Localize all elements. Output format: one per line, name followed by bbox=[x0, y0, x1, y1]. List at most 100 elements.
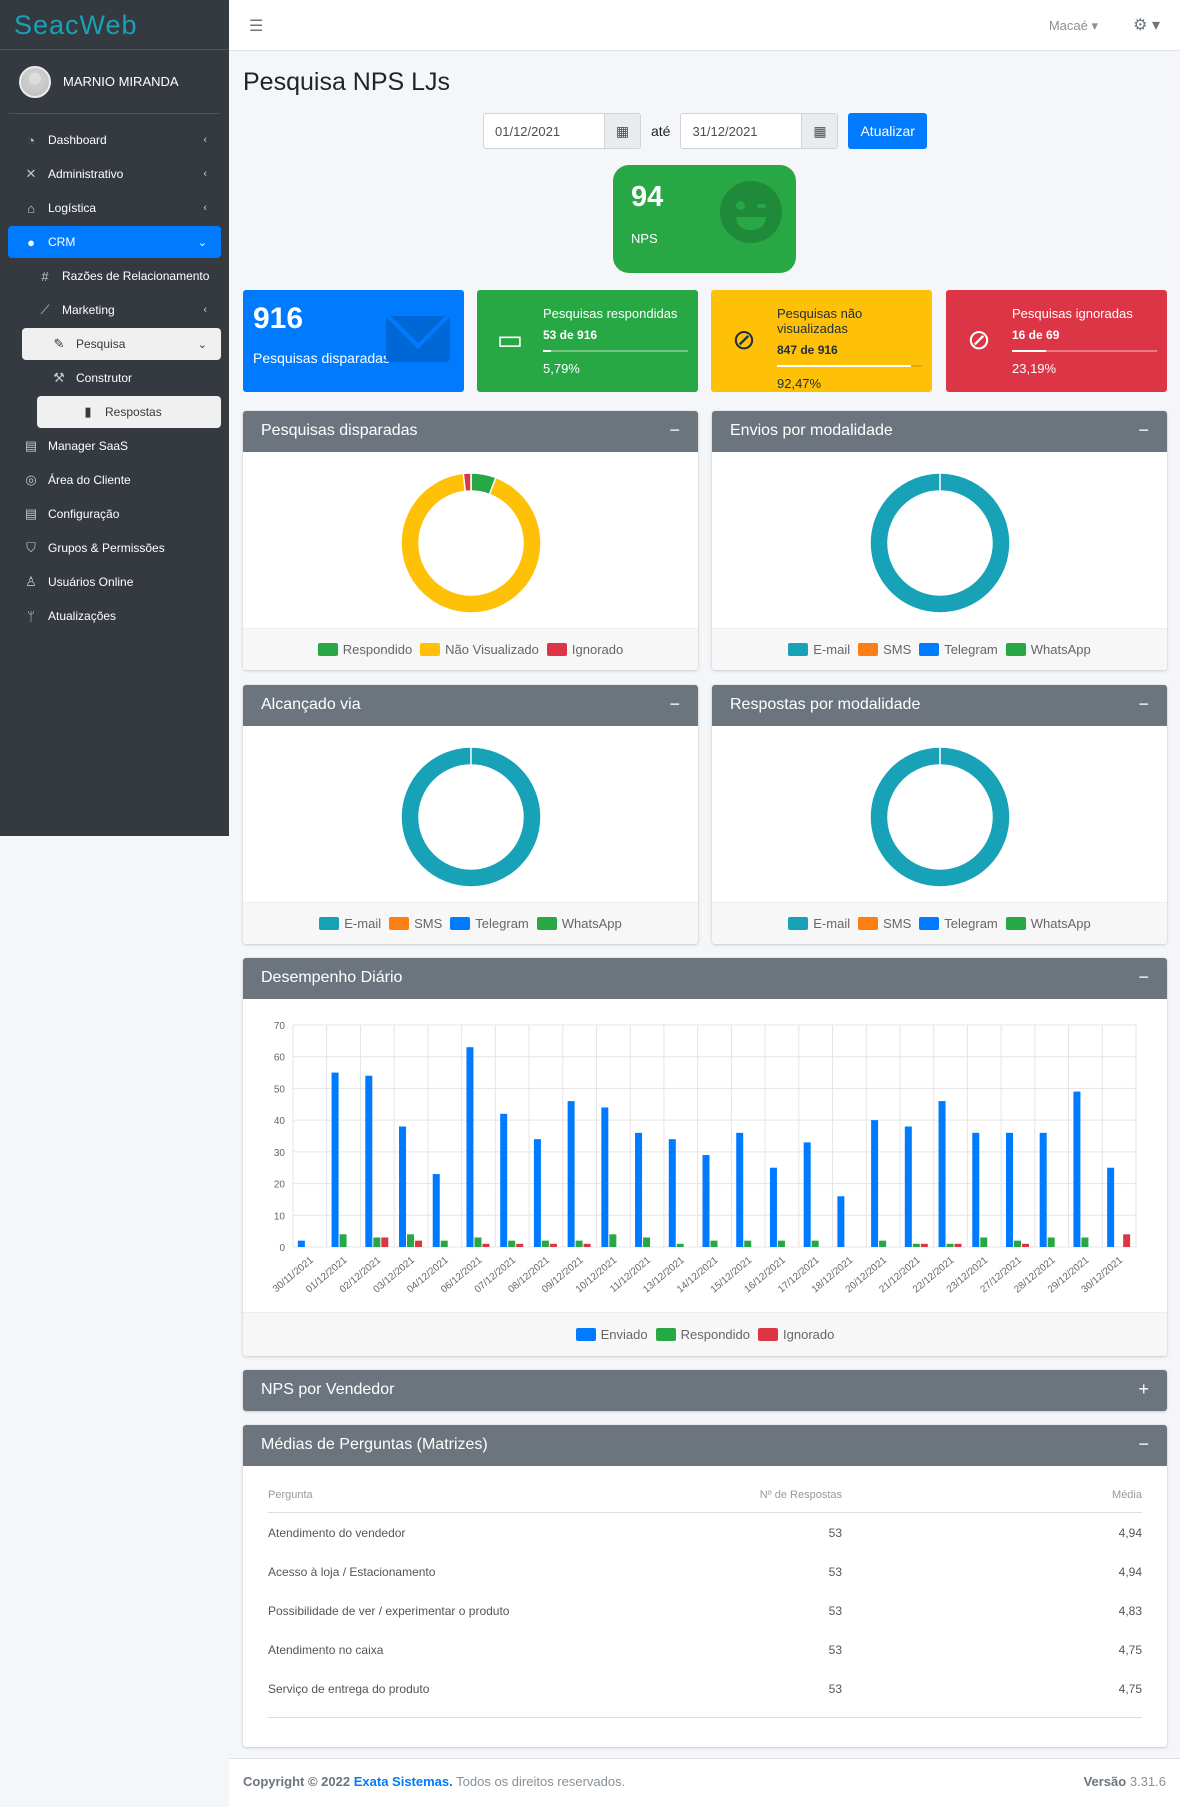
collapse-icon[interactable]: − bbox=[1138, 967, 1149, 987]
sidebar-item[interactable]: ▮ Respostas bbox=[37, 396, 221, 428]
bar[interactable] bbox=[769, 1167, 777, 1247]
bar[interactable] bbox=[1123, 1234, 1131, 1247]
collapse-icon[interactable]: − bbox=[1138, 420, 1149, 440]
bar[interactable] bbox=[920, 1243, 928, 1247]
bar[interactable] bbox=[946, 1243, 954, 1247]
collapse-icon[interactable]: − bbox=[1138, 694, 1149, 714]
date-to-field[interactable]: 31/12/2021 ▦ bbox=[680, 113, 839, 149]
legend-item[interactable]: Respondido bbox=[655, 1327, 750, 1342]
calendar-icon[interactable]: ▦ bbox=[604, 114, 640, 148]
bar[interactable] bbox=[972, 1132, 980, 1247]
sidebar-item[interactable]: ◎ Área do Cliente bbox=[8, 464, 221, 496]
legend-item[interactable]: Ignorado bbox=[546, 642, 623, 657]
legend-item[interactable]: WhatsApp bbox=[1005, 916, 1091, 931]
bar[interactable] bbox=[482, 1243, 490, 1247]
legend-item[interactable]: WhatsApp bbox=[536, 916, 622, 931]
brand-logo[interactable]: SeacWeb bbox=[0, 0, 229, 50]
bar[interactable] bbox=[954, 1243, 962, 1247]
sidebar-item[interactable]: ᛘ Atualizações bbox=[8, 600, 221, 632]
bar[interactable] bbox=[432, 1174, 440, 1247]
bar[interactable] bbox=[643, 1237, 651, 1247]
settings-gear-icon[interactable]: ⚙ ▾ bbox=[1133, 17, 1160, 34]
bar[interactable] bbox=[381, 1237, 389, 1247]
legend-item[interactable]: SMS bbox=[858, 916, 911, 931]
bar[interactable] bbox=[601, 1107, 609, 1247]
bar[interactable] bbox=[508, 1240, 516, 1247]
bar[interactable] bbox=[516, 1243, 524, 1247]
legend-item[interactable]: Telegram bbox=[919, 642, 998, 657]
sidebar-item[interactable]: ♙ Usuários Online bbox=[8, 566, 221, 598]
sidebar-item[interactable]: ◔ Dashboard ‹ bbox=[8, 124, 221, 156]
bar[interactable] bbox=[1107, 1167, 1115, 1247]
bar[interactable] bbox=[912, 1243, 920, 1247]
legend-item[interactable]: Telegram bbox=[919, 916, 998, 931]
bar[interactable] bbox=[702, 1155, 710, 1247]
bar[interactable] bbox=[541, 1240, 549, 1247]
sidebar-item[interactable]: ● CRM ⌄ bbox=[8, 226, 221, 258]
bar[interactable] bbox=[466, 1047, 474, 1247]
legend-item[interactable]: E-mail bbox=[788, 642, 850, 657]
legend-item[interactable]: Não Visualizado bbox=[420, 642, 539, 657]
bar[interactable] bbox=[1039, 1132, 1047, 1247]
bar[interactable] bbox=[676, 1243, 684, 1247]
date-from-field[interactable]: 01/12/2021 ▦ bbox=[483, 113, 641, 149]
donut-slice[interactable] bbox=[462, 473, 472, 493]
donut-slice[interactable] bbox=[400, 473, 541, 613]
sidebar-item[interactable]: ▤ Manager SaaS bbox=[8, 430, 221, 462]
bar[interactable] bbox=[474, 1237, 482, 1247]
bar[interactable] bbox=[533, 1139, 541, 1247]
bar[interactable] bbox=[365, 1075, 373, 1247]
bar[interactable] bbox=[635, 1132, 643, 1247]
bar[interactable] bbox=[339, 1234, 347, 1247]
calendar-icon[interactable]: ▦ bbox=[801, 114, 838, 148]
sidebar-item[interactable]: ✕ Administrativo ‹ bbox=[8, 158, 221, 190]
bar[interactable] bbox=[811, 1240, 819, 1247]
collapse-icon[interactable]: − bbox=[669, 420, 680, 440]
donut-slice[interactable] bbox=[869, 473, 1010, 613]
expand-icon[interactable]: + bbox=[1138, 1379, 1149, 1399]
bar[interactable] bbox=[399, 1126, 407, 1247]
city-dropdown[interactable]: Macaé ▾ bbox=[1049, 18, 1098, 34]
bar[interactable] bbox=[736, 1132, 744, 1247]
bar[interactable] bbox=[980, 1237, 988, 1247]
bar[interactable] bbox=[609, 1234, 617, 1247]
bar[interactable] bbox=[575, 1240, 583, 1247]
legend-item[interactable]: SMS bbox=[389, 916, 442, 931]
update-button[interactable]: Atualizar bbox=[848, 113, 927, 149]
legend-item[interactable]: WhatsApp bbox=[1005, 642, 1091, 657]
bar[interactable] bbox=[415, 1240, 423, 1247]
bar[interactable] bbox=[744, 1240, 752, 1247]
legend-item[interactable]: Telegram bbox=[450, 916, 529, 931]
bar[interactable] bbox=[567, 1101, 575, 1247]
sidebar-item[interactable]: # Razões de Relacionamento bbox=[8, 260, 221, 292]
bar[interactable] bbox=[938, 1101, 946, 1247]
donut-slice[interactable] bbox=[869, 747, 1010, 887]
sidebar-item[interactable]: ⌂ Logística ‹ bbox=[8, 192, 221, 224]
legend-item[interactable]: E-mail bbox=[788, 916, 850, 931]
legend-item[interactable]: Enviado bbox=[575, 1327, 648, 1342]
bar[interactable] bbox=[1073, 1091, 1081, 1247]
bar[interactable] bbox=[1021, 1243, 1029, 1247]
company-link[interactable]: Exata Sistemas. bbox=[353, 1774, 453, 1789]
bar[interactable] bbox=[1005, 1132, 1013, 1247]
collapse-icon[interactable]: − bbox=[669, 694, 680, 714]
sidebar-item[interactable]: ⛉ Grupos & Permissões bbox=[8, 532, 221, 564]
bar[interactable] bbox=[710, 1240, 718, 1247]
legend-item[interactable]: SMS bbox=[858, 642, 911, 657]
collapse-icon[interactable]: − bbox=[1138, 1434, 1149, 1454]
sidebar-item[interactable]: ▤ Configuração bbox=[8, 498, 221, 530]
legend-item[interactable]: Ignorado bbox=[758, 1327, 834, 1342]
sidebar-item[interactable]: ⚒ Construtor bbox=[8, 362, 221, 394]
bar[interactable] bbox=[803, 1142, 811, 1247]
bar[interactable] bbox=[500, 1113, 508, 1247]
bar[interactable] bbox=[777, 1240, 785, 1247]
user-panel[interactable]: MARNIO MIRANDA bbox=[9, 50, 220, 114]
bar[interactable] bbox=[837, 1196, 845, 1247]
bar[interactable] bbox=[583, 1243, 591, 1247]
bar[interactable] bbox=[373, 1237, 381, 1247]
bar[interactable] bbox=[549, 1243, 557, 1247]
bar[interactable] bbox=[871, 1120, 879, 1247]
bar[interactable] bbox=[668, 1139, 676, 1247]
bar[interactable] bbox=[879, 1240, 887, 1247]
sidebar-item[interactable]: ✎ Pesquisa ⌄ bbox=[22, 328, 221, 360]
